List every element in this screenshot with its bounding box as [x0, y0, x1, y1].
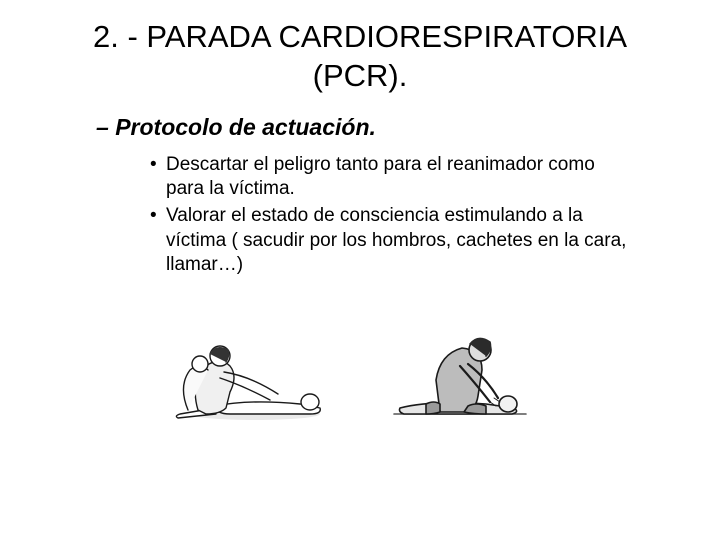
bullet-item: Descartar el peligro tanto para el reani…	[150, 153, 630, 202]
shake-shoulders-illustration	[160, 314, 330, 424]
slide-title: 2. - PARADA CARDIORESPIRATORIA (PCR).	[80, 18, 640, 96]
slide: 2. - PARADA CARDIORESPIRATORIA (PCR). – …	[0, 0, 720, 540]
illustration-row	[40, 304, 680, 424]
subtitle-row: – Protocolo de actuación.	[40, 114, 680, 141]
bullet-list: Descartar el peligro tanto para el reani…	[40, 153, 680, 278]
subtitle-dash: –	[96, 114, 115, 140]
kneeling-rescuer-illustration	[390, 304, 530, 424]
subtitle-text: Protocolo de actuación.	[115, 114, 376, 140]
bullet-item: Valorar el estado de consciencia estimul…	[150, 204, 630, 278]
